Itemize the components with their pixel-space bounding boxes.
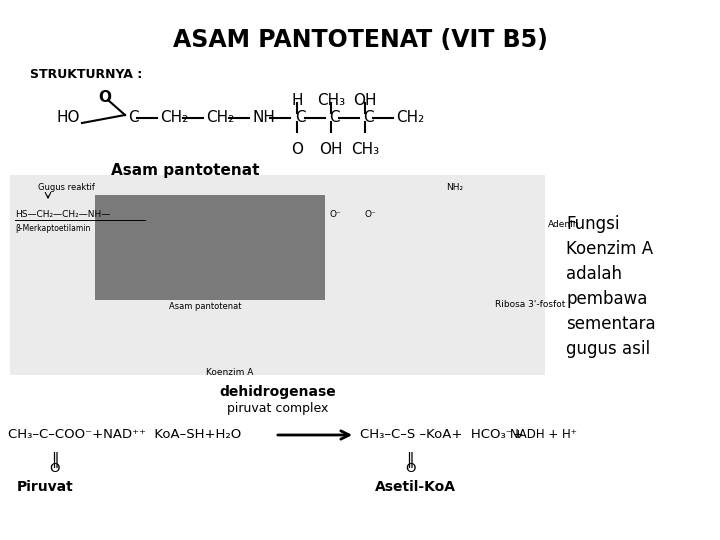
Text: O⁻: O⁻ — [364, 210, 376, 219]
Text: C: C — [128, 111, 139, 125]
Text: CH₂: CH₂ — [206, 111, 234, 125]
Text: C: C — [363, 111, 374, 125]
Text: dehidrogenase: dehidrogenase — [220, 385, 336, 399]
Text: H: H — [292, 93, 302, 108]
Bar — [10, 175, 545, 375]
Text: NADH + H⁺: NADH + H⁺ — [510, 429, 577, 442]
Text: CH₃–C–COO⁻+NAD⁺⁺  KoA–SH+H₂O: CH₃–C–COO⁻+NAD⁺⁺ KoA–SH+H₂O — [8, 429, 241, 442]
Text: Asam pantotenat: Asam pantotenat — [111, 163, 259, 178]
Text: Piruvat: Piruvat — [17, 480, 73, 494]
Text: Adenin: Adenin — [548, 220, 580, 229]
Text: CH₃: CH₃ — [317, 93, 345, 108]
Text: Asam pantotenat: Asam pantotenat — [168, 302, 241, 311]
Text: NH₂: NH₂ — [446, 183, 464, 192]
Text: Asetil-KoA: Asetil-KoA — [374, 480, 456, 494]
Text: HO: HO — [56, 111, 80, 125]
Text: OH: OH — [354, 93, 377, 108]
Text: β-Merkaptoetilamin: β-Merkaptoetilamin — [15, 224, 91, 233]
Text: C: C — [295, 111, 305, 125]
Text: O: O — [291, 142, 303, 157]
Text: piruvat complex: piruvat complex — [228, 402, 329, 415]
Text: ‖: ‖ — [51, 452, 59, 468]
Text: O⁻: O⁻ — [329, 210, 341, 219]
Text: CH₂: CH₂ — [396, 111, 424, 125]
Text: CH₂: CH₂ — [160, 111, 188, 125]
Text: O: O — [50, 462, 60, 475]
Text: Koenzim A: Koenzim A — [207, 368, 253, 377]
Text: O: O — [405, 462, 415, 475]
Text: ‖: ‖ — [406, 452, 414, 468]
Text: HS—CH₂—CH₂—NH—: HS—CH₂—CH₂—NH— — [15, 210, 110, 219]
Text: C: C — [329, 111, 340, 125]
Bar — [95, 195, 325, 300]
Text: NH: NH — [252, 111, 275, 125]
Text: Gugus reaktif: Gugus reaktif — [38, 183, 95, 192]
Text: Fungsi
Koenzim A
adalah
pembawa
sementara
gugus asil: Fungsi Koenzim A adalah pembawa sementar… — [566, 215, 656, 358]
Text: STRUKTURNYA :: STRUKTURNYA : — [30, 68, 143, 81]
Text: ASAM PANTOTENAT (VIT B5): ASAM PANTOTENAT (VIT B5) — [173, 28, 547, 52]
Text: CH₃–C–S –KoA+  HCO₃⁻+: CH₃–C–S –KoA+ HCO₃⁻+ — [360, 429, 523, 442]
Text: OH: OH — [319, 142, 343, 157]
Text: Ribosa 3'-fosfot: Ribosa 3'-fosfot — [495, 300, 565, 309]
Text: CH₃: CH₃ — [351, 142, 379, 157]
Text: O: O — [99, 90, 112, 105]
